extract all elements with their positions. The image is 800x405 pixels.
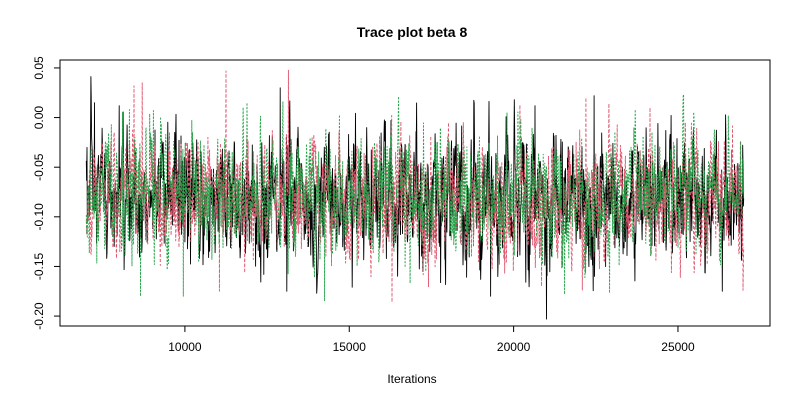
x-tick-label: 25000: [661, 340, 695, 354]
y-tick-label: -0.20: [32, 302, 46, 330]
x-axis-label: Iterations: [387, 372, 436, 386]
y-tick-label: -0.10: [32, 203, 46, 231]
y-tick-label: -0.05: [32, 153, 46, 181]
y-axis: -0.20 -0.15 -0.10 -0.05 0.00 0.05: [32, 56, 61, 330]
x-tick-label: 10000: [168, 340, 202, 354]
series-layer: [85, 69, 745, 320]
trace-series-3: [85, 94, 745, 302]
y-tick-label: 0.05: [32, 56, 46, 80]
y-tick-label: -0.15: [32, 252, 46, 280]
x-tick-label: 20000: [497, 340, 531, 354]
y-tick-label: 0.00: [32, 106, 46, 130]
x-axis: 10000 15000 20000 25000: [168, 325, 695, 354]
chart-title: Trace plot beta 8: [357, 24, 468, 40]
x-tick-label: 15000: [333, 340, 367, 354]
